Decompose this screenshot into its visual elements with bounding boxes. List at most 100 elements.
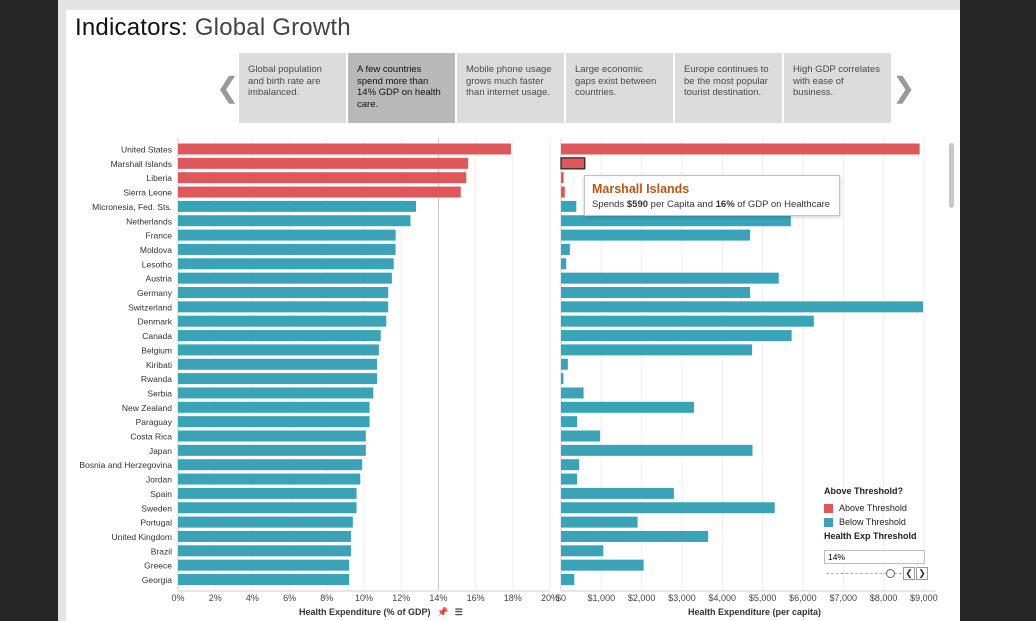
gdp-bar[interactable] [178, 502, 357, 514]
per-capita-bar[interactable] [561, 430, 601, 442]
left-tick-label: 10% [355, 593, 373, 603]
country-label: Lesotho [142, 259, 173, 269]
gdp-bar[interactable] [178, 315, 387, 327]
per-capita-bar[interactable] [561, 186, 565, 198]
per-capita-bar[interactable] [561, 373, 564, 385]
per-capita-bar[interactable] [561, 574, 575, 585]
per-capita-bar[interactable] [561, 344, 753, 356]
gdp-bar[interactable] [178, 301, 389, 313]
legend: Above Threshold? Above Threshold Below T… [824, 486, 934, 529]
gdp-bar[interactable] [178, 530, 351, 542]
legend-item-below[interactable]: Below Threshold [824, 515, 934, 529]
gdp-bar[interactable] [178, 243, 396, 255]
story-point-2[interactable]: A few countries spend more than 14% GDP … [348, 53, 455, 123]
threshold-input[interactable] [824, 550, 925, 564]
per-capita-bar[interactable] [561, 243, 570, 255]
gdp-bar[interactable] [178, 574, 350, 585]
country-label: Canada [142, 331, 172, 341]
left-tick-label: 20% [541, 593, 559, 603]
gdp-bar[interactable] [178, 200, 417, 212]
per-capita-bar[interactable] [561, 172, 564, 184]
country-label: Jordan [146, 475, 172, 485]
country-label: Sweden [141, 503, 172, 513]
next-story-arrow-icon[interactable]: ❯ [892, 72, 916, 103]
left-tick-label: 4% [246, 593, 259, 603]
gdp-bar[interactable] [178, 272, 392, 284]
story-point-1[interactable]: Global population and birth rate are imb… [239, 53, 346, 123]
gdp-bar[interactable] [178, 215, 411, 227]
previous-story-arrow-icon[interactable]: ❮ [216, 72, 240, 103]
per-capita-bar[interactable] [561, 530, 709, 542]
per-capita-bar[interactable] [561, 358, 568, 370]
right-tick-label: $5,000 [749, 593, 777, 603]
gdp-bar[interactable] [178, 459, 363, 471]
per-capita-bar[interactable] [561, 200, 577, 212]
per-capita-bar[interactable] [561, 459, 580, 471]
gdp-bar[interactable] [178, 344, 379, 356]
left-axis-title: Health Expenditure (% of GDP) 📌 ☰ [299, 607, 463, 618]
gdp-bar[interactable] [178, 559, 350, 571]
gdp-bar[interactable] [178, 401, 370, 413]
threshold-increase-button[interactable]: ❯ [916, 567, 928, 580]
gdp-bar[interactable] [178, 516, 353, 528]
per-capita-bar[interactable] [561, 473, 578, 485]
gdp-bar[interactable] [178, 387, 374, 399]
vertical-scrollbar[interactable] [949, 143, 954, 208]
per-capita-bar[interactable] [561, 387, 584, 399]
sort-icon[interactable]: ☰ [454, 607, 463, 617]
gdp-bar[interactable] [178, 172, 467, 184]
per-capita-bar[interactable] [561, 401, 695, 413]
story-point-3[interactable]: Mobile phone usage grows much faster tha… [457, 53, 564, 123]
country-label: Spain [150, 489, 172, 499]
gdp-bar[interactable] [178, 258, 394, 270]
story-point-5[interactable]: Europe continues to be the most popular … [675, 53, 782, 123]
gdp-bar[interactable] [178, 186, 461, 198]
country-label: Moldova [140, 245, 172, 255]
gdp-bar[interactable] [178, 545, 351, 557]
threshold-slider-handle[interactable] [886, 569, 895, 578]
country-label: United States [121, 145, 172, 155]
story-point-4[interactable]: Large economic gaps exist between countr… [566, 53, 673, 123]
gdp-bar[interactable] [178, 473, 361, 485]
per-capita-bar[interactable] [561, 315, 814, 327]
pin-icon[interactable]: 📌 [437, 607, 449, 617]
left-tick-label: 14% [429, 593, 447, 603]
right-tick-label: $0 [556, 593, 566, 603]
legend-label-below: Below Threshold [839, 517, 906, 527]
country-label: Micronesia, Fed. Sts. [92, 202, 172, 212]
gdp-bar[interactable] [178, 358, 378, 370]
left-tick-label: 12% [392, 593, 410, 603]
per-capita-bar[interactable] [561, 301, 924, 313]
gdp-bar[interactable] [178, 229, 396, 241]
gdp-bar[interactable] [178, 416, 370, 428]
per-capita-bar[interactable] [561, 143, 920, 155]
gdp-bar[interactable] [178, 287, 389, 298]
per-capita-bar[interactable] [561, 516, 638, 528]
per-capita-bar[interactable] [561, 330, 792, 342]
per-capita-bar[interactable] [561, 258, 567, 270]
gdp-bar[interactable] [178, 373, 378, 385]
per-capita-bar[interactable] [561, 444, 753, 456]
legend-item-above[interactable]: Above Threshold [824, 501, 934, 515]
gdp-bar[interactable] [178, 330, 381, 342]
gdp-bar[interactable] [178, 444, 366, 456]
per-capita-bar[interactable] [561, 545, 604, 557]
threshold-slider-track[interactable] [826, 573, 902, 575]
gdp-bar[interactable] [178, 487, 357, 499]
gdp-bar[interactable] [178, 157, 469, 169]
per-capita-bar[interactable] [561, 502, 775, 514]
tooltip-prefix: Spends [592, 199, 627, 210]
story-point-6[interactable]: High GDP correlates with ease of busines… [784, 53, 891, 123]
per-capita-bar[interactable] [561, 287, 751, 298]
gdp-bar[interactable] [178, 430, 366, 442]
gdp-bar[interactable] [178, 143, 511, 155]
per-capita-bar[interactable] [561, 559, 644, 571]
per-capita-bar[interactable] [561, 272, 779, 284]
per-capita-bar[interactable] [561, 229, 751, 241]
per-capita-bar[interactable] [560, 157, 586, 170]
dashboard: Indicators: Global Growth ❮ ❯ Global pop… [66, 10, 960, 621]
threshold-decrease-button[interactable]: ❮ [903, 567, 915, 580]
per-capita-bar[interactable] [561, 487, 674, 499]
per-capita-bar[interactable] [561, 416, 578, 428]
per-capita-bar[interactable] [561, 215, 791, 227]
